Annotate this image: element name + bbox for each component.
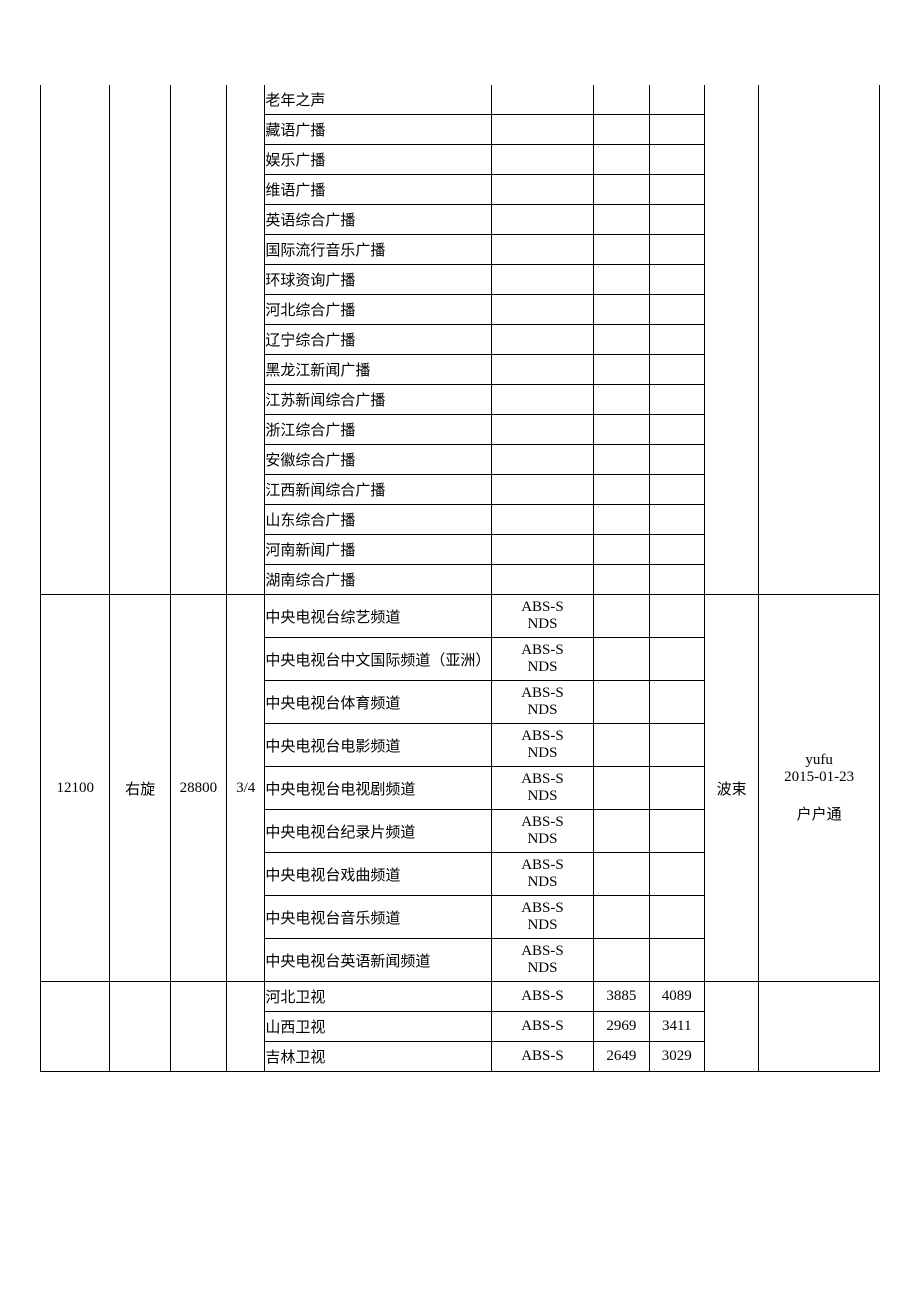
channel-name: 娱乐广播 [265, 145, 491, 175]
channel-name: 江苏新闻综合广播 [265, 385, 491, 415]
channel-name: 河北综合广播 [265, 295, 491, 325]
channel-name: 吉林卫视 [265, 1042, 491, 1072]
encryption-cell: ABS-SNDS [491, 767, 594, 810]
channel-name: 中央电视台电影频道 [265, 724, 491, 767]
fec-cell: 3/4 [227, 595, 265, 982]
channel-name: 国际流行音乐广播 [265, 235, 491, 265]
note-cell: yufu2015-01-23户户通 [759, 595, 880, 982]
channel-name: 中央电视台体育频道 [265, 681, 491, 724]
channel-name: 中央电视台综艺频道 [265, 595, 491, 638]
channel-name: 中央电视台戏曲频道 [265, 853, 491, 896]
encryption-cell: ABS-SNDS [491, 681, 594, 724]
channel-name: 中央电视台中文国际频道（亚洲） [265, 638, 491, 681]
channel-name: 英语综合广播 [265, 205, 491, 235]
encryption-cell: ABS-SNDS [491, 724, 594, 767]
table-row: 老年之声 [41, 85, 880, 115]
channel-name: 中央电视台英语新闻频道 [265, 939, 491, 982]
channel-name: 河北卫视 [265, 982, 491, 1012]
value1-cell: 2969 [594, 1012, 649, 1042]
encryption-cell: ABS-S [491, 982, 594, 1012]
channel-name: 山东综合广播 [265, 505, 491, 535]
channel-name: 湖南综合广播 [265, 565, 491, 595]
encryption-cell: ABS-SNDS [491, 896, 594, 939]
channel-name: 浙江综合广播 [265, 415, 491, 445]
value2-cell: 3411 [649, 1012, 704, 1042]
value2-cell: 3029 [649, 1042, 704, 1072]
channel-name: 安徽综合广播 [265, 445, 491, 475]
channel-name: 中央电视台纪录片频道 [265, 810, 491, 853]
table-body: 老年之声藏语广播娱乐广播维语广播英语综合广播国际流行音乐广播环球资询广播河北综合… [41, 85, 880, 1072]
channel-name: 维语广播 [265, 175, 491, 205]
table-row: 12100右旋288003/4中央电视台综艺频道ABS-SNDS波束yufu20… [41, 595, 880, 638]
encryption-cell: ABS-SNDS [491, 810, 594, 853]
beam-cell: 波束 [704, 595, 758, 982]
channel-name: 中央电视台音乐频道 [265, 896, 491, 939]
table-row: 河北卫视ABS-S38854089 [41, 982, 880, 1012]
channel-name: 山西卫视 [265, 1012, 491, 1042]
value1-cell: 3885 [594, 982, 649, 1012]
sr-cell: 28800 [170, 595, 226, 982]
channel-name: 老年之声 [265, 85, 491, 115]
channel-name: 中央电视台电视剧频道 [265, 767, 491, 810]
channel-name: 环球资询广播 [265, 265, 491, 295]
pol-cell: 右旋 [110, 595, 170, 982]
encryption-cell: ABS-SNDS [491, 939, 594, 982]
channel-name: 黑龙江新闻广播 [265, 355, 491, 385]
encryption-cell: ABS-SNDS [491, 638, 594, 681]
channel-table: 老年之声藏语广播娱乐广播维语广播英语综合广播国际流行音乐广播环球资询广播河北综合… [40, 85, 880, 1072]
value2-cell: 4089 [649, 982, 704, 1012]
encryption-cell: ABS-S [491, 1012, 594, 1042]
value1-cell: 2649 [594, 1042, 649, 1072]
channel-name: 辽宁综合广播 [265, 325, 491, 355]
encryption-cell: ABS-S [491, 1042, 594, 1072]
freq-cell: 12100 [41, 595, 110, 982]
encryption-cell: ABS-SNDS [491, 595, 594, 638]
encryption-cell: ABS-SNDS [491, 853, 594, 896]
channel-name: 藏语广播 [265, 115, 491, 145]
channel-name: 河南新闻广播 [265, 535, 491, 565]
page: 老年之声藏语广播娱乐广播维语广播英语综合广播国际流行音乐广播环球资询广播河北综合… [0, 0, 920, 1302]
channel-name: 江西新闻综合广播 [265, 475, 491, 505]
